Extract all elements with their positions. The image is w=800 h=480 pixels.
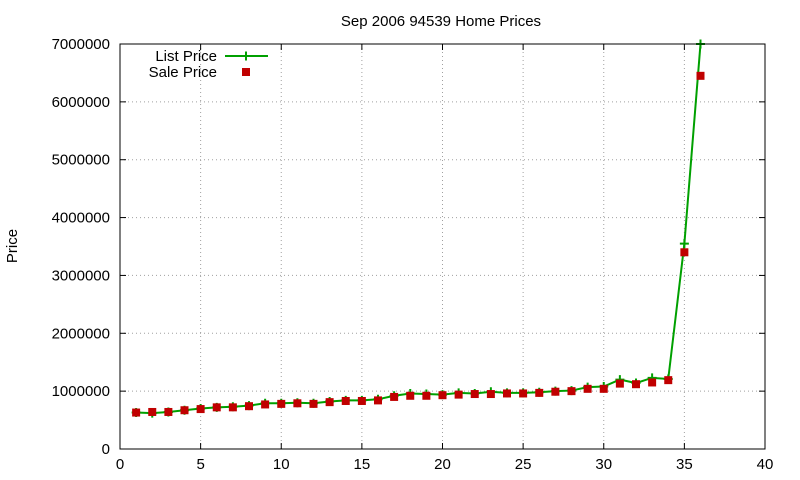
sale-price-point — [180, 406, 189, 415]
sale-price-point — [164, 407, 173, 416]
sale-price-point — [390, 392, 399, 401]
y-axis-label: Price — [4, 229, 21, 263]
sale-price-point — [374, 396, 382, 405]
sale-price-point — [261, 400, 270, 409]
sale-price-point — [664, 376, 673, 385]
sale-price-point — [648, 378, 657, 387]
plot-frame — [119, 43, 766, 450]
sale-price-point — [422, 391, 431, 400]
sale-price-point — [519, 389, 528, 398]
grid — [120, 44, 765, 449]
sale-price-point — [503, 389, 511, 398]
list-price-point — [679, 239, 689, 249]
chart-title: Sep 2006 94539 Home Prices — [341, 13, 541, 30]
sale-price-point — [632, 380, 640, 389]
y-tick-label: 0 — [102, 441, 110, 458]
sale-price-point — [293, 399, 302, 408]
ticks: 0 5 10 15 20 25 30 35 40 0 1000000 2000000 3000000 40… — [52, 36, 774, 473]
sale-price-point — [245, 402, 253, 411]
sale-price-point — [325, 398, 334, 407]
legend-label-sale-price: Sale Price — [149, 64, 217, 81]
list-price-line — [136, 43, 702, 415]
sale-price-point — [599, 384, 608, 393]
y-tick-label: 5000000 — [52, 152, 110, 169]
x-tick-label: 0 — [116, 456, 124, 473]
x-tick-label: 10 — [273, 456, 290, 473]
sale-price-point — [357, 396, 366, 405]
y-tick-label: 6000000 — [52, 94, 110, 111]
sale-price-point — [615, 379, 624, 388]
x-tick-label: 5 — [196, 456, 204, 473]
legend: List Price Sale Price — [149, 48, 268, 81]
sale-price-point — [696, 71, 705, 80]
y-tick-label: 4000000 — [52, 210, 110, 227]
x-tick-label: 35 — [676, 456, 693, 473]
sale-price-point — [535, 388, 544, 397]
sale-price-point — [228, 403, 237, 412]
sale-price-point — [470, 390, 479, 399]
sale-price-point — [438, 391, 447, 400]
sale-price-point — [583, 384, 592, 393]
sale-price-point — [486, 390, 495, 399]
x-tick-label: 20 — [434, 456, 451, 473]
legend-marker-list-price — [241, 51, 251, 61]
legend-label-list-price: List Price — [155, 48, 217, 65]
sale-price-point — [277, 399, 286, 408]
y-tick-label: 7000000 — [52, 36, 110, 53]
x-tick-label: 15 — [354, 456, 371, 473]
sale-price-point — [309, 399, 318, 408]
sale-price-point — [551, 387, 560, 396]
x-tick-label: 40 — [757, 456, 774, 473]
sale-price-point — [148, 407, 157, 416]
x-tick-label: 25 — [515, 456, 532, 473]
sale-price-point — [567, 387, 576, 396]
legend-marker-sale-price — [242, 68, 250, 76]
sale-price-point — [212, 403, 221, 412]
y-tick-label: 2000000 — [52, 325, 110, 342]
sale-price-point — [454, 390, 463, 399]
sale-price-point — [680, 248, 689, 257]
sale-price-point — [196, 405, 205, 414]
series-layer — [131, 39, 705, 418]
y-tick-label: 1000000 — [52, 383, 110, 400]
sale-price-point — [132, 408, 141, 417]
sale-price-point — [406, 391, 415, 400]
sale-price-point — [341, 396, 350, 405]
x-tick-label: 30 — [595, 456, 612, 473]
y-tick-label: 3000000 — [52, 267, 110, 284]
